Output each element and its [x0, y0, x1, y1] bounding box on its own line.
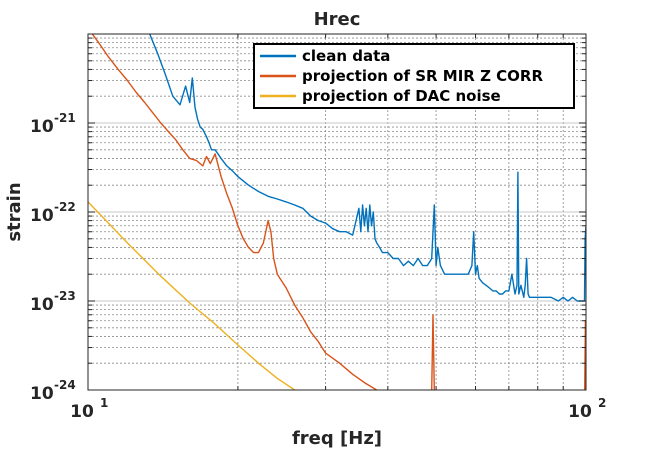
legend-label-2: projection of SR MIR Z CORR — [302, 67, 543, 85]
y-tick-label: 10 — [30, 295, 54, 315]
series-line-2 — [91, 34, 586, 390]
chart-title: Hrec — [314, 9, 361, 30]
series-line-3 — [88, 201, 296, 390]
y-tick-label-exponent: -23 — [54, 289, 76, 303]
y-tick-label-exponent: -21 — [54, 111, 76, 125]
legend-label-3: projection of DAC noise — [302, 87, 501, 105]
y-axis-label: strain — [4, 182, 25, 241]
y-tick-label: 10 — [30, 384, 54, 404]
y-tick-label: 10 — [30, 206, 54, 226]
y-tick-label-exponent: -22 — [54, 200, 76, 214]
y-tick-label: 10 — [30, 117, 54, 137]
legend-box — [253, 43, 575, 109]
legend-label-1: clean data — [302, 47, 390, 65]
series-group — [88, 34, 586, 390]
x-tick-label: 10 — [568, 402, 592, 422]
x-axis-label: freq [Hz] — [292, 428, 382, 449]
series-line-1 — [149, 34, 586, 302]
y-tick-label-exponent: -24 — [54, 378, 76, 392]
x-tick-label-exponent: 2 — [598, 396, 606, 410]
x-tick-label: 10 — [70, 402, 94, 422]
x-tick-label-exponent: 1 — [100, 396, 108, 410]
legend: clean data projection of SR MIR Z CORR pro… — [253, 43, 575, 109]
plot-lines — [88, 34, 586, 390]
